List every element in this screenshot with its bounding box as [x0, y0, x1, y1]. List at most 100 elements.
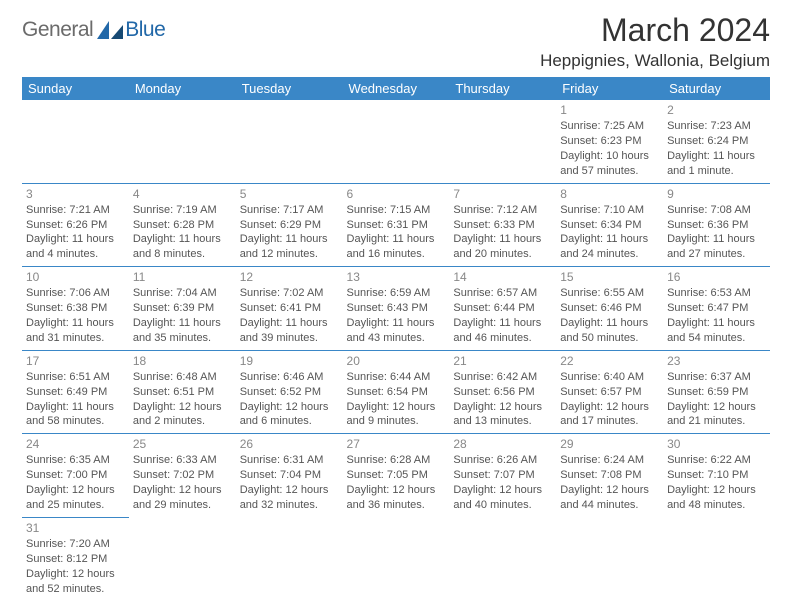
- cell-day1: Daylight: 11 hours: [26, 232, 125, 247]
- calendar-cell: [343, 517, 450, 600]
- calendar-cell: 19Sunrise: 6:46 AMSunset: 6:52 PMDayligh…: [236, 350, 343, 434]
- day-number: 11: [133, 269, 232, 285]
- cell-sunset: Sunset: 6:49 PM: [26, 385, 125, 400]
- cell-day2: and 1 minute.: [667, 164, 766, 179]
- calendar-header-row: Sunday Monday Tuesday Wednesday Thursday…: [22, 77, 770, 100]
- day-number: 10: [26, 269, 125, 285]
- cell-sunrise: Sunrise: 6:35 AM: [26, 453, 125, 468]
- cell-day2: and 12 minutes.: [240, 247, 339, 262]
- calendar-cell: 10Sunrise: 7:06 AMSunset: 6:38 PMDayligh…: [22, 267, 129, 351]
- calendar-cell: 6Sunrise: 7:15 AMSunset: 6:31 PMDaylight…: [343, 183, 450, 267]
- page-title: March 2024: [540, 12, 770, 49]
- cell-day2: and 52 minutes.: [26, 582, 125, 597]
- day-header: Wednesday: [343, 77, 450, 100]
- day-number: 9: [667, 186, 766, 202]
- cell-day2: and 8 minutes.: [133, 247, 232, 262]
- cell-day2: and 2 minutes.: [133, 414, 232, 429]
- calendar-week-row: 17Sunrise: 6:51 AMSunset: 6:49 PMDayligh…: [22, 350, 770, 434]
- calendar-cell: 8Sunrise: 7:10 AMSunset: 6:34 PMDaylight…: [556, 183, 663, 267]
- cell-day1: Daylight: 11 hours: [453, 316, 552, 331]
- calendar-cell: [129, 517, 236, 600]
- cell-sunset: Sunset: 6:44 PM: [453, 301, 552, 316]
- day-number: 17: [26, 353, 125, 369]
- cell-day1: Daylight: 11 hours: [453, 232, 552, 247]
- day-number: 13: [347, 269, 446, 285]
- calendar-cell: 11Sunrise: 7:04 AMSunset: 6:39 PMDayligh…: [129, 267, 236, 351]
- cell-sunrise: Sunrise: 7:19 AM: [133, 203, 232, 218]
- cell-day2: and 40 minutes.: [453, 498, 552, 513]
- calendar-week-row: 3Sunrise: 7:21 AMSunset: 6:26 PMDaylight…: [22, 183, 770, 267]
- cell-day2: and 57 minutes.: [560, 164, 659, 179]
- calendar-cell: 14Sunrise: 6:57 AMSunset: 6:44 PMDayligh…: [449, 267, 556, 351]
- logo-text-gray: General: [22, 18, 93, 42]
- cell-day2: and 50 minutes.: [560, 331, 659, 346]
- cell-sunset: Sunset: 6:54 PM: [347, 385, 446, 400]
- cell-sunrise: Sunrise: 7:08 AM: [667, 203, 766, 218]
- cell-sunrise: Sunrise: 7:10 AM: [560, 203, 659, 218]
- calendar-cell: 7Sunrise: 7:12 AMSunset: 6:33 PMDaylight…: [449, 183, 556, 267]
- calendar-cell: [449, 100, 556, 183]
- day-number: 1: [560, 102, 659, 118]
- cell-day2: and 39 minutes.: [240, 331, 339, 346]
- calendar-cell: 13Sunrise: 6:59 AMSunset: 6:43 PMDayligh…: [343, 267, 450, 351]
- cell-day1: Daylight: 11 hours: [240, 232, 339, 247]
- day-number: 8: [560, 186, 659, 202]
- day-header: Saturday: [663, 77, 770, 100]
- cell-sunset: Sunset: 6:51 PM: [133, 385, 232, 400]
- calendar-cell: 3Sunrise: 7:21 AMSunset: 6:26 PMDaylight…: [22, 183, 129, 267]
- calendar-cell: 20Sunrise: 6:44 AMSunset: 6:54 PMDayligh…: [343, 350, 450, 434]
- cell-day2: and 17 minutes.: [560, 414, 659, 429]
- calendar-cell: [556, 517, 663, 600]
- cell-sunset: Sunset: 6:26 PM: [26, 218, 125, 233]
- calendar-cell: [663, 517, 770, 600]
- day-number: 26: [240, 436, 339, 452]
- cell-sunset: Sunset: 7:07 PM: [453, 468, 552, 483]
- day-number: 12: [240, 269, 339, 285]
- cell-day1: Daylight: 12 hours: [133, 400, 232, 415]
- cell-sunset: Sunset: 8:12 PM: [26, 552, 125, 567]
- calendar-cell: 27Sunrise: 6:28 AMSunset: 7:05 PMDayligh…: [343, 434, 450, 518]
- cell-day1: Daylight: 12 hours: [240, 483, 339, 498]
- calendar-week-row: 24Sunrise: 6:35 AMSunset: 7:00 PMDayligh…: [22, 434, 770, 518]
- cell-day2: and 46 minutes.: [453, 331, 552, 346]
- day-number: 4: [133, 186, 232, 202]
- cell-sunrise: Sunrise: 7:17 AM: [240, 203, 339, 218]
- cell-sunset: Sunset: 6:31 PM: [347, 218, 446, 233]
- calendar-week-row: 1Sunrise: 7:25 AMSunset: 6:23 PMDaylight…: [22, 100, 770, 183]
- calendar-cell: [22, 100, 129, 183]
- cell-sunrise: Sunrise: 7:12 AM: [453, 203, 552, 218]
- cell-sunrise: Sunrise: 6:42 AM: [453, 370, 552, 385]
- calendar-cell: 18Sunrise: 6:48 AMSunset: 6:51 PMDayligh…: [129, 350, 236, 434]
- cell-sunset: Sunset: 7:05 PM: [347, 468, 446, 483]
- calendar-cell: 2Sunrise: 7:23 AMSunset: 6:24 PMDaylight…: [663, 100, 770, 183]
- cell-day2: and 44 minutes.: [560, 498, 659, 513]
- cell-sunset: Sunset: 7:00 PM: [26, 468, 125, 483]
- day-header: Tuesday: [236, 77, 343, 100]
- cell-sunset: Sunset: 6:38 PM: [26, 301, 125, 316]
- cell-sunrise: Sunrise: 6:24 AM: [560, 453, 659, 468]
- day-number: 25: [133, 436, 232, 452]
- cell-sunrise: Sunrise: 6:22 AM: [667, 453, 766, 468]
- cell-sunrise: Sunrise: 6:57 AM: [453, 286, 552, 301]
- calendar-cell: 28Sunrise: 6:26 AMSunset: 7:07 PMDayligh…: [449, 434, 556, 518]
- cell-sunset: Sunset: 6:33 PM: [453, 218, 552, 233]
- calendar-cell: 4Sunrise: 7:19 AMSunset: 6:28 PMDaylight…: [129, 183, 236, 267]
- cell-day1: Daylight: 11 hours: [667, 316, 766, 331]
- cell-day1: Daylight: 12 hours: [26, 567, 125, 582]
- cell-sunrise: Sunrise: 6:28 AM: [347, 453, 446, 468]
- day-header: Sunday: [22, 77, 129, 100]
- cell-sunset: Sunset: 6:43 PM: [347, 301, 446, 316]
- day-number: 3: [26, 186, 125, 202]
- calendar-cell: 26Sunrise: 6:31 AMSunset: 7:04 PMDayligh…: [236, 434, 343, 518]
- cell-sunrise: Sunrise: 6:53 AM: [667, 286, 766, 301]
- cell-day2: and 32 minutes.: [240, 498, 339, 513]
- cell-day1: Daylight: 12 hours: [667, 483, 766, 498]
- cell-sunset: Sunset: 7:02 PM: [133, 468, 232, 483]
- cell-sunset: Sunset: 6:28 PM: [133, 218, 232, 233]
- calendar-cell: 22Sunrise: 6:40 AMSunset: 6:57 PMDayligh…: [556, 350, 663, 434]
- calendar-cell: 23Sunrise: 6:37 AMSunset: 6:59 PMDayligh…: [663, 350, 770, 434]
- calendar-cell: [236, 517, 343, 600]
- day-header: Friday: [556, 77, 663, 100]
- calendar-cell: 16Sunrise: 6:53 AMSunset: 6:47 PMDayligh…: [663, 267, 770, 351]
- cell-day2: and 36 minutes.: [347, 498, 446, 513]
